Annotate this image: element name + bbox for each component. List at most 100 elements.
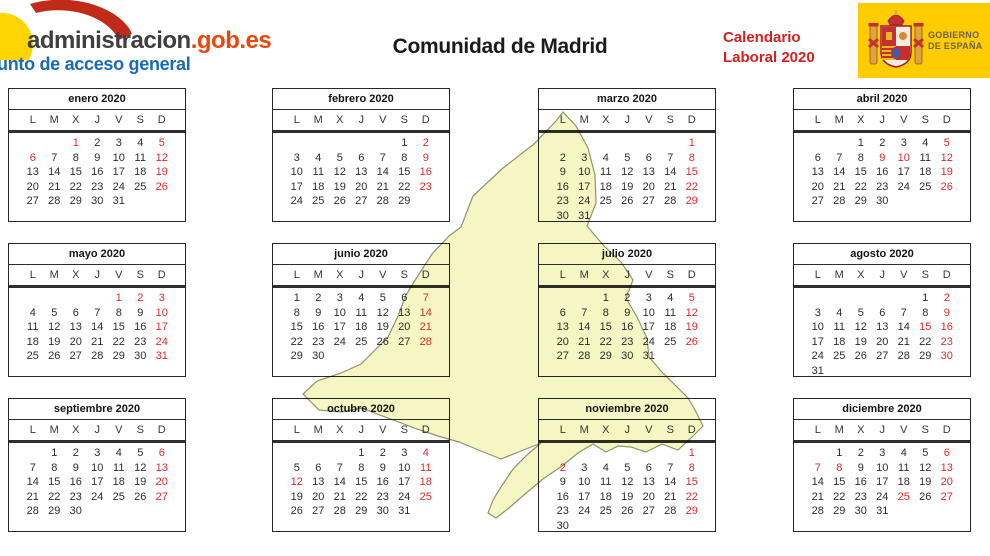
day-cell: 26 [134, 490, 147, 503]
day-cell: 24 [333, 335, 346, 348]
day-cell: 29 [833, 505, 846, 518]
day-cell: 6 [879, 306, 886, 319]
day-cell: 25 [419, 490, 432, 503]
day-cell: 8 [922, 306, 929, 319]
brand-tagline: unto de acceso general [0, 54, 191, 74]
empty-cell [660, 446, 682, 461]
day-cell: 22 [854, 180, 867, 193]
day-cell: 7 [422, 292, 429, 304]
day-cell: 1 [836, 447, 843, 459]
day-cell: 6 [315, 461, 322, 474]
weekday-label: X [602, 424, 610, 436]
calendar-label: Calendario Laboral 2020 [723, 28, 815, 68]
day-cell: 1 [51, 447, 58, 459]
day-cell: 17 [112, 166, 125, 179]
day-cell: 22 [290, 335, 303, 348]
day-cell: 6 [29, 151, 36, 164]
weekday-label: S [136, 114, 144, 126]
empty-cell [617, 446, 639, 461]
day-cell: 5 [922, 447, 929, 459]
empty-cell [552, 446, 574, 461]
day-cell: 21 [664, 180, 677, 193]
weekday-label: X [72, 114, 80, 126]
weekday-label: V [115, 424, 123, 436]
day-cell: 2 [137, 292, 144, 304]
day-cell: 24 [112, 180, 125, 193]
day-cell: 18 [312, 180, 325, 193]
day-cell: 12 [48, 321, 61, 334]
day-cell: 13 [642, 476, 655, 489]
weekday-label: X [602, 114, 610, 126]
weekday-label: D [687, 424, 696, 436]
day-cell: 12 [940, 151, 953, 164]
day-cell: 11 [919, 151, 931, 164]
weekday-label: J [624, 114, 631, 126]
day-cell: 11 [420, 461, 432, 474]
day-cell: 17 [578, 180, 591, 193]
empty-cell [351, 136, 373, 151]
weekday-label: X [857, 424, 865, 436]
weekday-label: S [136, 269, 144, 281]
day-cell: 9 [559, 476, 566, 489]
day-cell: 5 [137, 447, 144, 459]
day-cell: 7 [51, 151, 58, 164]
day-cell: 6 [814, 151, 821, 164]
day-cell: 25 [897, 490, 910, 503]
brand-name: administracion.gob.es [27, 27, 272, 55]
day-cell: 19 [333, 180, 346, 193]
weekday-label: J [94, 114, 101, 126]
weekday-label: L [293, 424, 300, 436]
weekday-label: X [857, 114, 865, 126]
day-cell: 22 [398, 180, 411, 193]
weekday-label: S [921, 424, 929, 436]
day-cell: 4 [137, 137, 144, 149]
day-cell: 9 [422, 151, 429, 164]
day-cell: 14 [578, 321, 591, 334]
empty-cell [308, 136, 330, 151]
day-cell: 1 [72, 137, 79, 149]
day-cell: 13 [811, 166, 824, 179]
day-cell: 14 [419, 306, 432, 319]
empty-cell [552, 136, 574, 151]
weekday-label: M [49, 269, 59, 281]
empty-cell [308, 446, 330, 461]
weekday-label: M [579, 269, 589, 281]
day-cell: 6 [645, 151, 652, 164]
day-cell: 7 [379, 151, 386, 164]
day-cell: 7 [94, 306, 101, 319]
day-cell: 21 [897, 335, 910, 348]
day-cell: 21 [333, 490, 346, 503]
weekday-label: S [400, 114, 408, 126]
weekday-label: D [687, 114, 696, 126]
empty-cell [893, 291, 915, 306]
day-cell: 1 [922, 292, 929, 304]
day-cell: 16 [940, 321, 953, 334]
day-cell: 28 [376, 195, 389, 208]
day-cell: 9 [879, 151, 886, 164]
spain-coat-of-arms-icon [868, 10, 924, 68]
weekday-label: V [115, 114, 123, 126]
weekday-label: M [313, 114, 323, 126]
day-cell: 18 [134, 166, 147, 179]
day-cell: 17 [155, 321, 168, 334]
day-cell: 13 [26, 166, 39, 179]
day-cell: 16 [854, 476, 867, 489]
day-cell: 31 [155, 350, 168, 363]
weekday-label: D [421, 424, 430, 436]
month-days-grid: 1 2 3 4 5 6 7 8 9 10 11 12 13 14 15 16 17 18 19 20 21 22 23 24 2… [794, 288, 970, 379]
day-cell: 23 [134, 335, 147, 348]
day-cell: 28 [664, 505, 677, 518]
site-logo[interactable]: administracion.gob.es unto de acceso gen… [0, 0, 280, 82]
day-cell: 25 [664, 335, 677, 348]
month-title: septiembre 2020 [9, 399, 185, 420]
day-cell: 26 [48, 350, 61, 363]
empty-cell [850, 291, 872, 306]
day-cell: 22 [69, 180, 82, 193]
day-cell: 8 [688, 461, 695, 474]
weekday-label: M [834, 269, 844, 281]
day-cell: 21 [578, 335, 591, 348]
day-cell: 17 [91, 476, 104, 489]
